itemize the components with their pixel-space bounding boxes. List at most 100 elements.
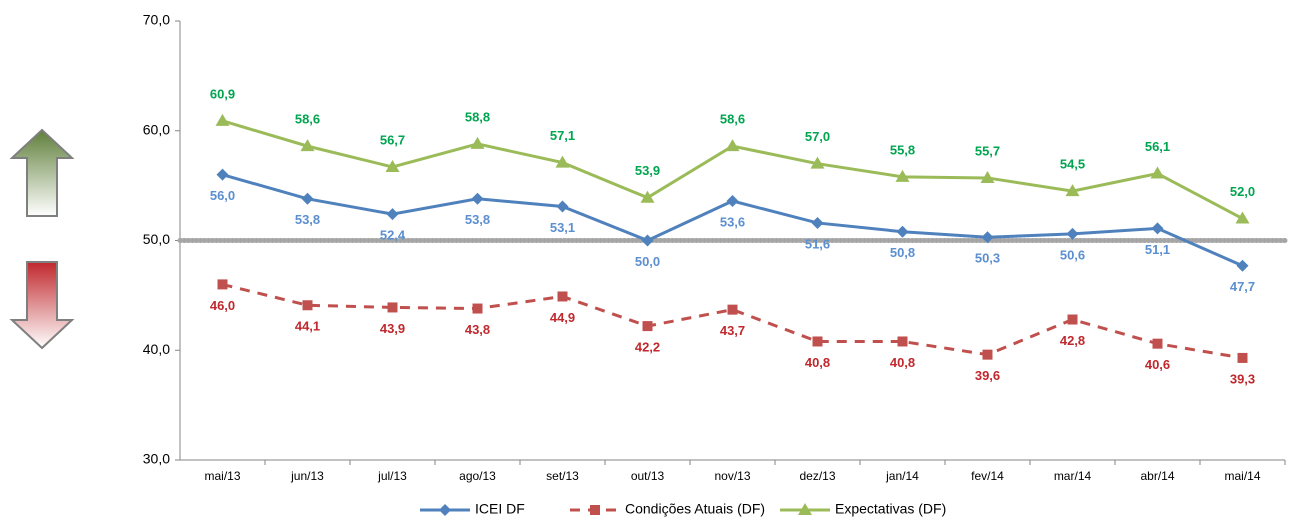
legend-label: Expectativas (DF) [835, 501, 946, 517]
x-tick-label: mai/13 [204, 469, 240, 483]
y-tick-label: 70,0 [143, 12, 170, 28]
marker [556, 200, 569, 213]
data-label: 55,7 [975, 143, 1000, 158]
data-label: 53,8 [295, 212, 320, 227]
marker [301, 192, 314, 205]
x-tick-label: mar/14 [1054, 469, 1092, 483]
marker [386, 208, 399, 221]
series-line [222, 282, 1243, 360]
data-label: 42,8 [1060, 333, 1085, 348]
data-label: 56,0 [210, 188, 235, 203]
marker [810, 156, 825, 169]
marker [1237, 352, 1248, 363]
y-tick-label: 30,0 [143, 451, 170, 467]
data-label: 40,6 [1145, 357, 1170, 372]
x-tick-label: mai/14 [1224, 469, 1260, 483]
marker [980, 170, 995, 183]
y-tick-label: 50,0 [143, 231, 170, 247]
marker [982, 349, 993, 360]
x-tick-label: dez/13 [799, 469, 835, 483]
data-label: 56,1 [1145, 139, 1170, 154]
marker [1065, 184, 1080, 197]
marker [557, 291, 568, 302]
x-tick-label: fev/14 [971, 469, 1004, 483]
marker [1150, 166, 1165, 179]
marker [385, 159, 400, 172]
data-label: 57,0 [805, 129, 830, 144]
data-label: 40,8 [805, 355, 830, 370]
data-label: 52,0 [1230, 184, 1255, 199]
marker [981, 231, 994, 244]
marker [812, 336, 823, 347]
data-label: 46,0 [210, 298, 235, 313]
marker [811, 216, 824, 229]
data-label: 58,8 [465, 109, 490, 124]
marker [798, 503, 812, 515]
data-label: 39,3 [1230, 371, 1255, 386]
data-label: 58,6 [295, 112, 320, 127]
marker [897, 336, 908, 347]
x-tick-label: abr/14 [1140, 469, 1174, 483]
y-tick-label: 60,0 [143, 121, 170, 137]
marker [895, 169, 910, 182]
marker [217, 279, 228, 290]
data-label: 43,7 [720, 323, 745, 338]
data-label: 53,6 [720, 214, 745, 229]
data-label: 39,6 [975, 368, 1000, 383]
data-label: 53,8 [465, 212, 490, 227]
data-label: 60,9 [210, 86, 235, 101]
data-label: 47,7 [1230, 279, 1255, 294]
x-tick-label: jun/13 [290, 469, 324, 483]
x-tick-label: out/13 [631, 469, 665, 483]
data-label: 42,2 [635, 340, 660, 355]
x-tick-label: ago/13 [459, 469, 496, 483]
marker [1236, 259, 1249, 272]
marker [1151, 222, 1164, 235]
marker [641, 234, 654, 247]
marker [727, 304, 738, 315]
x-tick-label: set/13 [546, 469, 579, 483]
y-tick-label: 40,0 [143, 341, 170, 357]
data-label: 40,8 [890, 355, 915, 370]
marker [555, 155, 570, 168]
data-label: 57,1 [550, 128, 575, 143]
data-label: 44,9 [550, 310, 575, 325]
marker [1235, 211, 1250, 224]
data-label: 55,8 [890, 142, 915, 157]
marker [387, 302, 398, 313]
data-label: 52,4 [380, 228, 406, 243]
legend-label: ICEI DF [475, 501, 525, 517]
marker [1066, 227, 1079, 240]
data-label: 50,6 [1060, 247, 1085, 262]
marker [896, 225, 909, 238]
data-label: 54,5 [1060, 157, 1085, 172]
down-arrow [9, 261, 75, 350]
marker [725, 139, 740, 152]
marker [439, 504, 451, 516]
marker [726, 194, 739, 207]
data-label: 44,1 [295, 319, 320, 334]
up-arrow [9, 128, 75, 217]
marker [1067, 314, 1078, 325]
x-tick-label: jan/14 [885, 469, 919, 483]
marker [590, 505, 600, 515]
marker [215, 113, 230, 126]
data-label: 53,9 [635, 163, 660, 178]
marker [470, 136, 485, 149]
marker [1152, 338, 1163, 349]
data-label: 43,8 [465, 322, 490, 337]
marker [302, 300, 313, 311]
legend-label: Condições Atuais (DF) [625, 501, 765, 517]
data-label: 50,8 [890, 245, 915, 260]
data-label: 53,1 [550, 220, 575, 235]
x-tick-label: nov/13 [714, 469, 750, 483]
marker [640, 190, 655, 203]
data-label: 50,0 [635, 254, 660, 269]
data-label: 43,9 [380, 321, 405, 336]
data-label: 50,3 [975, 251, 1000, 266]
marker [216, 168, 229, 181]
marker [471, 192, 484, 205]
marker [472, 303, 483, 314]
data-label: 56,7 [380, 132, 405, 147]
